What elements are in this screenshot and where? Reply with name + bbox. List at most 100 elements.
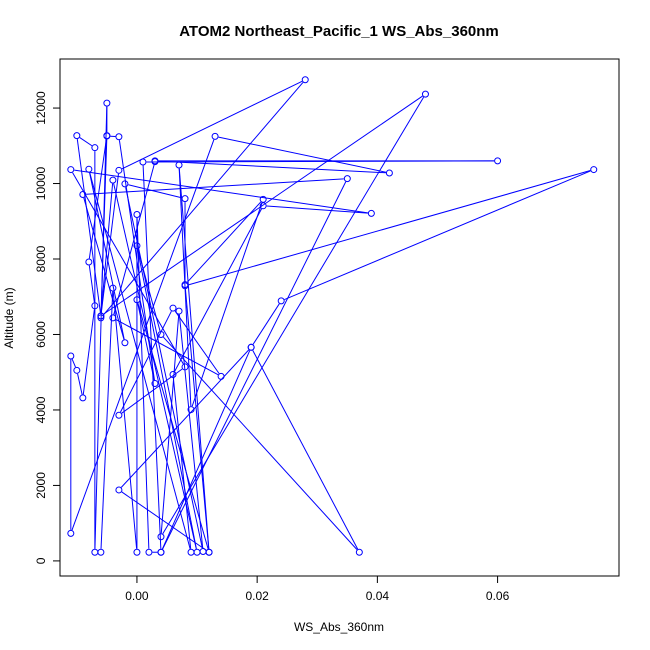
data-point <box>85 258 93 266</box>
series-segment <box>79 137 93 147</box>
data-point <box>115 133 123 141</box>
series-segment <box>72 172 184 365</box>
y-tick-label: 10000 <box>34 167 48 201</box>
series-segment <box>71 359 76 368</box>
data-point <box>157 548 165 556</box>
series-segment <box>128 184 182 199</box>
series-segment <box>103 95 423 315</box>
y-tick-label: 6000 <box>34 321 48 348</box>
data-point <box>421 90 429 98</box>
data-point <box>193 548 201 556</box>
data-point <box>121 180 129 188</box>
series-segment <box>191 202 263 407</box>
x-tick-label: 0.02 <box>245 589 269 603</box>
y-tick-label: 4000 <box>34 396 48 423</box>
data-point <box>169 370 177 378</box>
data-point <box>91 302 99 310</box>
series-segment <box>162 336 358 550</box>
series-segment <box>86 178 344 195</box>
series-segment <box>94 106 108 549</box>
data-point <box>97 312 105 320</box>
series-segment <box>172 377 192 549</box>
data-point <box>115 166 123 174</box>
data-point <box>133 296 141 304</box>
series-segment <box>178 314 204 549</box>
x-tick-label: 0.04 <box>366 589 390 603</box>
series-segment <box>158 160 386 174</box>
data-point <box>343 175 351 183</box>
series-segment <box>88 265 95 303</box>
series-segment <box>266 205 368 214</box>
data-point <box>97 314 105 322</box>
data-point <box>73 132 81 140</box>
series-segment <box>162 96 425 535</box>
series-segment <box>178 168 210 549</box>
series-segment <box>142 165 162 549</box>
data-point <box>259 202 267 210</box>
chart-title: ATOM2 Northeast_Pacific_1 WS_Abs_360nm <box>179 23 499 40</box>
y-tick-label: 12000 <box>34 91 48 125</box>
data-point <box>67 166 75 174</box>
data-point <box>385 169 393 177</box>
y-axis-label: Altitude (m) <box>2 287 16 348</box>
series-segment <box>83 197 125 340</box>
series-segment <box>76 139 101 313</box>
series-segment <box>121 368 183 414</box>
data-point <box>367 209 375 217</box>
data-point <box>187 548 195 556</box>
x-tick-label: 0.06 <box>486 589 510 603</box>
data-point <box>157 533 165 541</box>
series-segment <box>89 172 125 340</box>
data-point <box>115 486 123 494</box>
data-point <box>145 548 153 556</box>
data-point <box>133 242 141 250</box>
series-lines <box>70 80 591 553</box>
series-segment <box>162 181 347 550</box>
x-axis-label: WS_Abs_360nm <box>294 620 384 634</box>
series-segment <box>100 183 114 313</box>
data-point <box>67 529 75 537</box>
data-point <box>109 284 117 292</box>
series-segment <box>77 373 83 395</box>
data-point <box>175 307 183 315</box>
data-point <box>355 548 363 556</box>
series-segment <box>121 80 303 170</box>
x-tick-label: 0.00 <box>125 589 149 603</box>
data-point <box>97 548 105 556</box>
series-segment <box>71 139 215 531</box>
series-segment <box>252 303 280 345</box>
plot-area <box>67 76 598 556</box>
data-point <box>199 547 207 555</box>
y-tick-label: 8000 <box>34 245 48 272</box>
series-segment <box>100 291 114 549</box>
series-segment <box>88 139 107 259</box>
x-axis: 0.00 0.02 0.04 0.06 <box>125 575 510 603</box>
data-point <box>181 363 189 371</box>
data-point <box>85 165 93 173</box>
data-point <box>181 282 189 290</box>
series-segment <box>252 350 359 550</box>
series-segment <box>174 208 262 372</box>
data-point <box>205 548 213 556</box>
data-point <box>91 144 99 152</box>
data-point <box>109 176 117 184</box>
series-segment <box>120 310 172 413</box>
data-point <box>115 411 123 419</box>
data-point <box>79 394 87 402</box>
series-segment <box>82 309 95 395</box>
data-point <box>247 343 255 351</box>
series-segment <box>115 319 219 376</box>
data-point <box>139 158 147 166</box>
data-point <box>91 548 99 556</box>
data-point <box>151 158 159 166</box>
series-segment <box>218 136 387 173</box>
data-point <box>187 406 195 414</box>
data-point <box>121 339 129 347</box>
series-segment <box>161 350 251 550</box>
data-point <box>181 195 189 203</box>
data-point <box>494 157 502 165</box>
data-point <box>217 372 225 380</box>
data-point <box>133 210 141 218</box>
data-point <box>157 330 165 338</box>
data-point <box>103 99 111 107</box>
